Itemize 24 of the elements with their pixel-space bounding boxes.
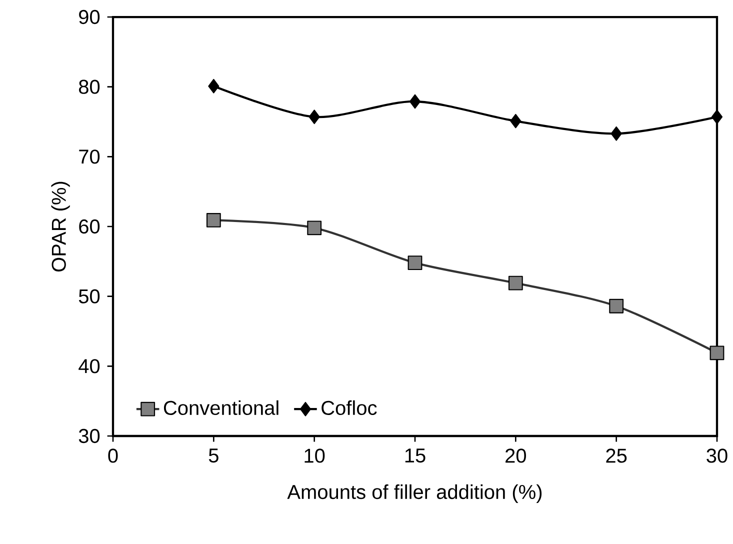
point (308, 110, 320, 124)
y-tick-label: 80 (79, 80, 100, 94)
x-axis-title: Amounts of filler addition (%) (287, 484, 542, 504)
point (711, 110, 723, 124)
y-tick-label: 90 (79, 10, 100, 24)
x-tick-label: 5 (208, 448, 218, 463)
y-tick-label: 50 (78, 289, 100, 304)
x-tick-label: 15 (405, 448, 426, 463)
legend-label: Cofloc (322, 400, 377, 416)
point (510, 114, 522, 128)
y-tick-label: 30 (78, 428, 100, 444)
x-tick-label: 10 (304, 448, 325, 463)
x-tick-label: 25 (606, 448, 627, 463)
y-tick-label: 40 (78, 359, 100, 374)
x-tick-label: 0 (108, 448, 118, 463)
point (409, 94, 421, 109)
x-tick-label: 20 (506, 448, 526, 463)
point (610, 126, 622, 141)
y-tick-label: 70 (79, 150, 100, 164)
point (208, 78, 220, 94)
x-tick-label: 30 (706, 448, 728, 463)
legend-label: Conventional (164, 400, 278, 416)
y-tick-label: 60 (79, 219, 100, 234)
y-axis-title: OPAR (%) (51, 182, 70, 272)
